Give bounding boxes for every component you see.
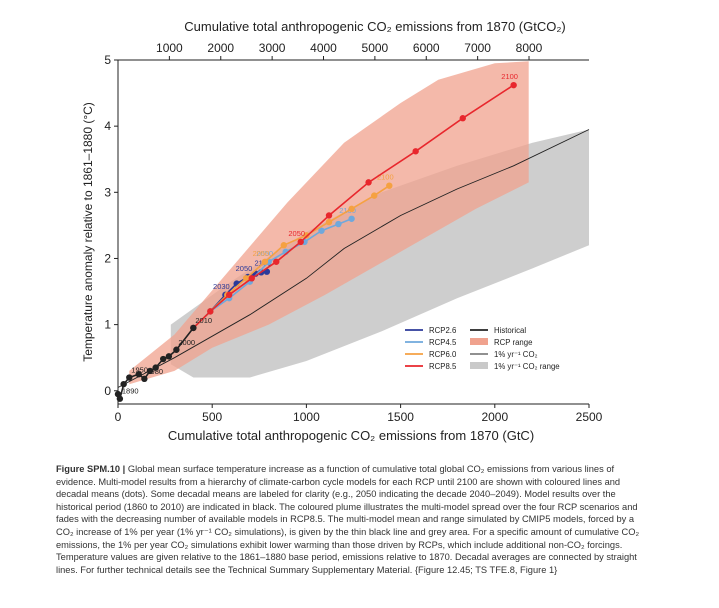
legend-label-rcp_range: RCP range: [494, 338, 532, 347]
y-axis-label: Temperature anomaly relative to 1861–188…: [81, 102, 95, 362]
rcp85-point: [365, 179, 372, 186]
rcp85-point: [273, 258, 280, 265]
rcp60-point: [280, 242, 287, 249]
rcp60-point: [242, 275, 250, 282]
rcp85-point: [207, 308, 214, 315]
top-tick-label: 4000: [310, 41, 337, 55]
legend-label-rcp85: RCP8.5: [429, 362, 457, 371]
legend-swatch-pct_range: [470, 362, 488, 369]
rcp85-point: [225, 291, 233, 299]
y-tick-label: 1: [104, 318, 111, 332]
legend-label-rcp60: RCP6.0: [429, 350, 457, 359]
top-tick-label: 7000: [464, 41, 491, 55]
top-tick-label: 8000: [516, 41, 543, 55]
historical-point: [160, 355, 167, 363]
historical-point: [146, 367, 154, 375]
data-series: 2030205021002050210020502100205021001890…: [114, 72, 590, 402]
y-tick-label: 0: [104, 384, 111, 398]
x-axis-label: Cumulative total anthropogenic CO₂ emiss…: [168, 428, 534, 443]
rcp85-point: [297, 238, 304, 246]
rcp85-point: [510, 81, 517, 89]
pct-line: [117, 129, 590, 388]
rcp60-point: [303, 232, 310, 239]
x-tick-label: 2000: [481, 410, 508, 424]
rcp45-point: [348, 215, 355, 222]
rcp26-decade-label: 2030: [213, 282, 230, 291]
historical-point: [190, 324, 197, 332]
rcp60-decade-label: 2100: [377, 173, 394, 182]
axes: 0 500 1000 1500 2000 2500 0 1 2 3 4 5 1000 2000 3000 40…: [104, 41, 602, 424]
legend-label-pct_range: 1% yr⁻¹ CO₂ range: [494, 362, 560, 371]
rcp26-decade-label: 2050: [236, 264, 253, 273]
y-tick-label: 5: [104, 53, 111, 67]
rcp85-point: [412, 148, 419, 155]
rcp45-line: [192, 218, 352, 329]
top-axis-label: Cumulative total anthropogenic CO₂ emiss…: [184, 19, 565, 34]
chart-figure: 2030205021002050210020502100205021001890…: [81, 19, 603, 443]
rcp60-decade-label: 2050: [253, 249, 270, 258]
historical-point: [126, 374, 133, 381]
rcp60-point: [261, 258, 269, 265]
historical-decade-label: 1890: [122, 387, 139, 396]
x-tick-label: 2500: [576, 410, 603, 424]
legend-swatch-rcp_range: [470, 338, 488, 345]
historical-point: [141, 375, 148, 383]
historical-decade-label: 2000: [178, 338, 195, 347]
x-tick-label: 1000: [293, 410, 320, 424]
rcp85-point: [459, 115, 466, 122]
rcp45-point: [335, 220, 342, 228]
top-tick-label: 6000: [413, 41, 440, 55]
top-tick-label: 2000: [207, 41, 234, 55]
caption-text: Global mean surface temperature increase…: [56, 464, 640, 575]
historical-decade-label: 1980: [146, 367, 163, 376]
legend-label-pct_line: 1% yr⁻¹ CO₂: [494, 350, 538, 359]
historical-point: [165, 353, 173, 360]
historical-decade-label: 1950: [131, 366, 148, 375]
caption-title: Figure SPM.10 |: [56, 464, 126, 474]
rcp60-point: [371, 192, 378, 199]
top-tick-label: 1000: [156, 41, 183, 55]
historical-point: [120, 380, 127, 388]
x-tick-label: 500: [202, 410, 222, 424]
rcp60-point: [386, 182, 393, 189]
rcp45-decade-label: 2050: [256, 249, 273, 258]
legend-label-historical: Historical: [494, 326, 526, 335]
rcp60-point: [348, 205, 355, 213]
historical-point: [135, 371, 142, 378]
top-tick-label: 3000: [259, 41, 286, 55]
rcp60-point: [325, 218, 333, 226]
x-tick-label: 0: [115, 410, 122, 424]
legend-label-rcp45: RCP4.5: [429, 338, 457, 347]
rcp85-point: [325, 212, 333, 219]
legend-label-rcp26: RCP2.6: [429, 326, 456, 335]
historical-decade-label: 2010: [195, 316, 212, 325]
shaded-ranges: [129, 61, 590, 385]
legend: RCP2.6 RCP4.5 RCP6.0 RCP8.5 Historical RCP ra…: [405, 326, 560, 371]
rcp45-point: [318, 227, 325, 234]
y-tick-label: 3: [104, 185, 111, 199]
top-tick-label: 5000: [362, 41, 389, 55]
historical-point: [152, 364, 159, 371]
x-tick-label: 1500: [387, 410, 414, 424]
rcp85-decade-label: 2050: [288, 229, 305, 238]
y-tick-label: 2: [104, 251, 111, 265]
rcp85-point: [248, 275, 255, 282]
y-tick-label: 4: [104, 119, 111, 133]
historical-point: [173, 346, 180, 353]
rcp85-decade-label: 2100: [501, 72, 518, 81]
figure-caption: Figure SPM.10 | Global mean surface temp…: [56, 463, 648, 576]
